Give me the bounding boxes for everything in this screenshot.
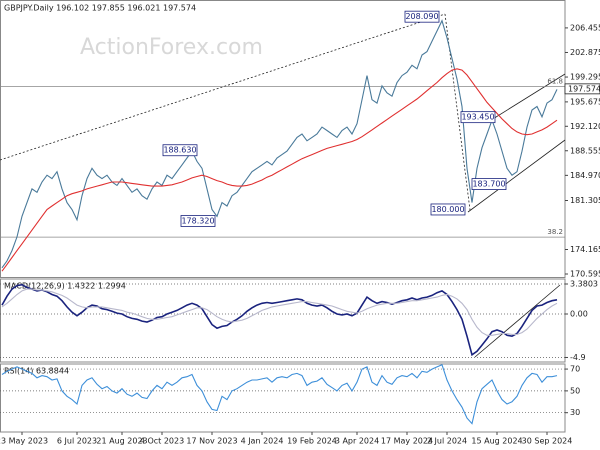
- annotation-label: 188.630: [163, 146, 196, 155]
- y-tick-label: -4.9: [570, 353, 586, 362]
- watermark: ActionForex.com: [80, 35, 263, 60]
- panel-title: RSI(14) 63.8844: [4, 367, 69, 376]
- panel-frames: [0, 0, 566, 433]
- panel-title: MACD(12,26,9) 1.4322 1.2994: [4, 282, 126, 291]
- x-tick-label: 2 Jul 2024: [427, 437, 467, 446]
- y-tick-label: 0.00: [570, 309, 588, 318]
- x-tick-label: 4 Jan 2024: [241, 437, 284, 446]
- x-tick-label: 6 Jul 2023: [57, 437, 97, 446]
- y-tick-label: 199.295: [570, 73, 600, 82]
- annotation-label: 180.000: [431, 205, 464, 214]
- y-tick-label: 3.3803: [570, 279, 598, 288]
- annotation-label: 183.700: [472, 180, 505, 189]
- annotation-box: [162, 144, 198, 157]
- x-tick-label: 19 Feb 2024: [287, 437, 337, 446]
- annotation-box: [430, 203, 466, 216]
- x-tick-label: 17 May 2024: [381, 437, 433, 446]
- x-tick-label: 3 Apr 2024: [335, 437, 379, 446]
- y-tick-label: 174.165: [570, 245, 600, 254]
- y-tick-label: 184.970: [570, 171, 600, 180]
- y-tick-label: 70: [570, 365, 580, 374]
- price-panel: [0, 0, 566, 278]
- annotation-box: [471, 178, 507, 190]
- macd-trend: [474, 284, 561, 358]
- y-tick-label: 206.455: [570, 23, 600, 32]
- plot: GBPJPY.Daily 196.102 197.855 196.021 197…: [0, 4, 600, 446]
- x-tick-label: 4 Oct 2023: [140, 437, 184, 446]
- x-tick-label: 17 Nov 2023: [186, 437, 237, 446]
- x-tick-label: 30 Sep 2024: [522, 437, 573, 446]
- x-tick-label: 23 May 2023: [0, 437, 48, 446]
- channel-upper: [487, 73, 566, 123]
- channel-lower: [467, 139, 566, 213]
- fib-label: 61.8: [547, 78, 563, 86]
- y-tick-label: 30: [570, 408, 580, 417]
- series-line: [1, 363, 558, 425]
- y-tick-label: 192.120: [570, 122, 600, 131]
- y-tick-label: 170.595: [570, 270, 600, 279]
- series-line: [1, 288, 558, 336]
- annotation-box: [460, 111, 496, 124]
- y-tick-label: 50: [570, 386, 580, 395]
- annotation-label: 193.450: [461, 113, 494, 122]
- y-tick-label: 202.875: [570, 48, 600, 57]
- series-line: [1, 19, 558, 269]
- series-line: [1, 283, 558, 357]
- rsi-panel: [0, 363, 566, 433]
- price-tag-label: 197.574: [568, 84, 600, 93]
- y-tick-label: 195.675: [570, 97, 600, 106]
- macd-panel: [0, 278, 566, 363]
- x-tick-label: 15 Aug 2024: [471, 437, 522, 446]
- y-tick-label: 181.305: [570, 196, 600, 205]
- x-tick-label: 21 Aug 2023: [96, 437, 147, 446]
- annotation-box: [404, 10, 440, 23]
- annotation-box: [180, 215, 216, 227]
- fib-label: 38.2: [547, 228, 563, 236]
- price-tag: [564, 83, 600, 95]
- y-tick-label: 188.555: [570, 146, 600, 155]
- panel-title: GBPJPY.Daily 196.102 197.855 196.021 197…: [4, 4, 196, 13]
- annotation-label: 178.320: [181, 216, 214, 225]
- series-line: [1, 68, 558, 272]
- annotation-label: 208.090: [405, 12, 438, 21]
